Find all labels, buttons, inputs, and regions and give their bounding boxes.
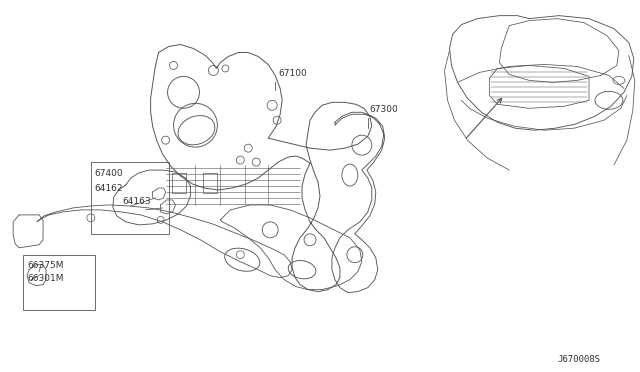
Text: 64163: 64163 bbox=[123, 197, 152, 206]
Bar bbox=[23, 255, 95, 310]
Text: 67100: 67100 bbox=[278, 70, 307, 78]
Text: 67300: 67300 bbox=[370, 105, 399, 114]
Text: 66375M: 66375M bbox=[27, 261, 63, 270]
Bar bbox=[204, 173, 218, 193]
Bar bbox=[172, 173, 186, 193]
Text: 67400: 67400 bbox=[95, 169, 124, 178]
Bar bbox=[91, 162, 168, 234]
Text: J670008S: J670008S bbox=[557, 355, 600, 364]
Text: 64162: 64162 bbox=[95, 184, 124, 193]
Text: 66301M: 66301M bbox=[27, 274, 63, 283]
